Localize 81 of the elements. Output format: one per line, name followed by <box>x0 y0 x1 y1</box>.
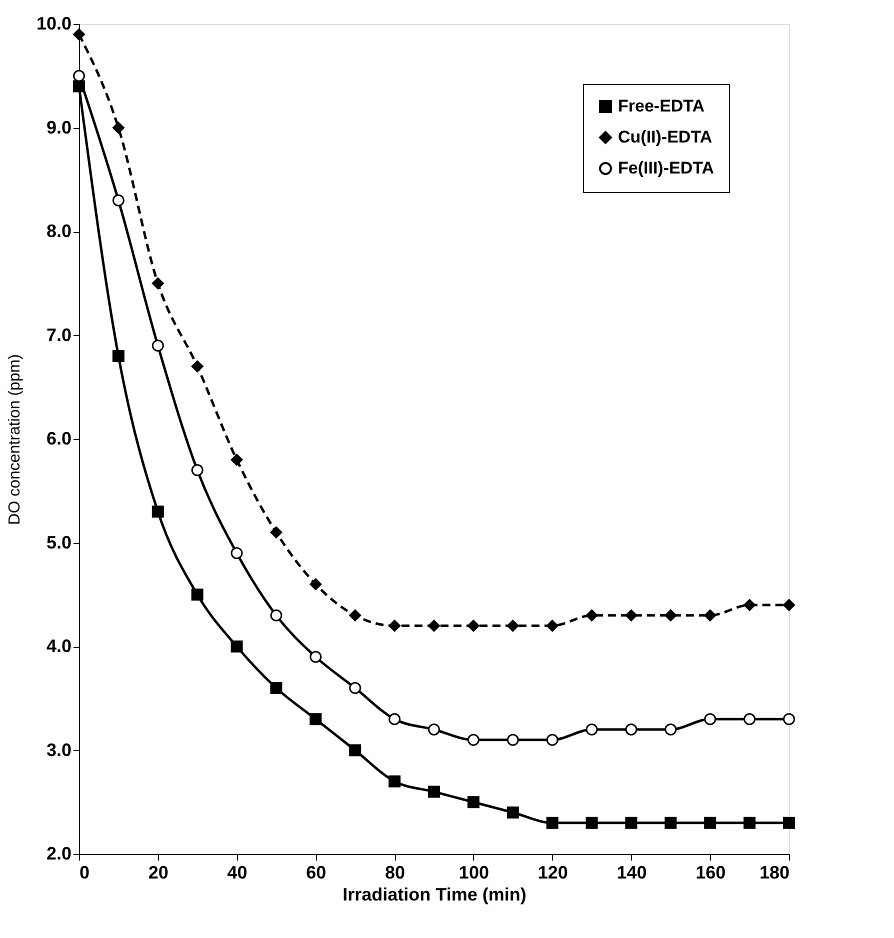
point <box>349 744 362 756</box>
x-tick-label: 0 <box>80 862 90 882</box>
point <box>506 806 519 818</box>
x-tick-label: 80 <box>385 862 406 882</box>
y-tick-label: 3.0 <box>46 740 72 760</box>
y-tick-label: 9.0 <box>46 117 72 138</box>
point <box>783 713 795 726</box>
point <box>506 734 519 746</box>
point <box>73 80 85 92</box>
y-tick-label: 5.0 <box>46 532 72 552</box>
y-axis-title: DO concentration (ppm) <box>6 354 24 525</box>
point <box>586 724 598 736</box>
point <box>270 526 282 538</box>
x-tick-label: 60 <box>306 862 326 882</box>
y-tick-label: 7.0 <box>46 324 72 345</box>
x-tick-label: 140 <box>616 862 647 882</box>
point <box>112 122 124 134</box>
point <box>73 70 85 82</box>
point <box>467 796 480 808</box>
point <box>783 599 795 611</box>
point <box>704 609 716 622</box>
x-tick-label: 180 <box>759 862 790 882</box>
point <box>310 578 322 590</box>
point <box>270 609 282 622</box>
point <box>388 620 401 632</box>
point <box>467 734 480 746</box>
point <box>625 609 638 622</box>
legend-label: Fe(III)-EDTA <box>618 158 714 178</box>
point <box>230 547 243 560</box>
point <box>191 464 204 476</box>
point <box>744 713 756 726</box>
point <box>310 650 322 663</box>
x-tick-label: 100 <box>458 862 489 882</box>
x-tick-label: 120 <box>538 862 568 882</box>
legend-label: Cu(II)-EDTA <box>618 128 712 146</box>
x-axis-title: Irradiation Time (min) <box>342 884 526 904</box>
point <box>230 640 243 652</box>
y-tick-label: 2.0 <box>46 844 72 864</box>
point <box>546 734 558 746</box>
point <box>664 724 677 736</box>
legend-label: Free-EDTA <box>618 96 705 116</box>
x-tick-label: 40 <box>227 862 248 882</box>
point <box>112 194 124 206</box>
y-tick-label: 8.0 <box>46 221 72 241</box>
y-tick-label: 4.0 <box>46 636 72 656</box>
point <box>152 506 164 518</box>
point <box>704 816 716 829</box>
point <box>428 620 440 632</box>
point <box>586 609 598 622</box>
point <box>744 599 756 611</box>
point <box>428 786 440 798</box>
point <box>388 713 401 726</box>
point <box>546 620 558 632</box>
point <box>625 724 638 736</box>
point <box>230 454 243 466</box>
point <box>506 620 519 632</box>
point <box>783 816 795 829</box>
point <box>664 816 677 829</box>
point <box>586 816 598 829</box>
point <box>388 775 401 788</box>
y-tick-label: 6.0 <box>46 428 72 448</box>
point <box>428 724 440 736</box>
point <box>467 620 480 632</box>
point <box>152 340 164 352</box>
point <box>546 816 558 829</box>
point <box>310 713 322 726</box>
x-tick-label: 160 <box>696 862 726 882</box>
point <box>191 360 204 372</box>
point <box>73 28 85 40</box>
point <box>191 588 204 601</box>
x-tick-label: 20 <box>148 862 168 882</box>
point <box>664 609 677 622</box>
point <box>744 816 756 829</box>
point <box>152 277 164 290</box>
point <box>349 609 362 622</box>
point <box>270 682 282 694</box>
point <box>625 816 638 829</box>
point <box>349 682 362 694</box>
y-tick-label: 10.0 <box>36 14 72 34</box>
point <box>112 350 124 362</box>
point <box>704 713 716 726</box>
